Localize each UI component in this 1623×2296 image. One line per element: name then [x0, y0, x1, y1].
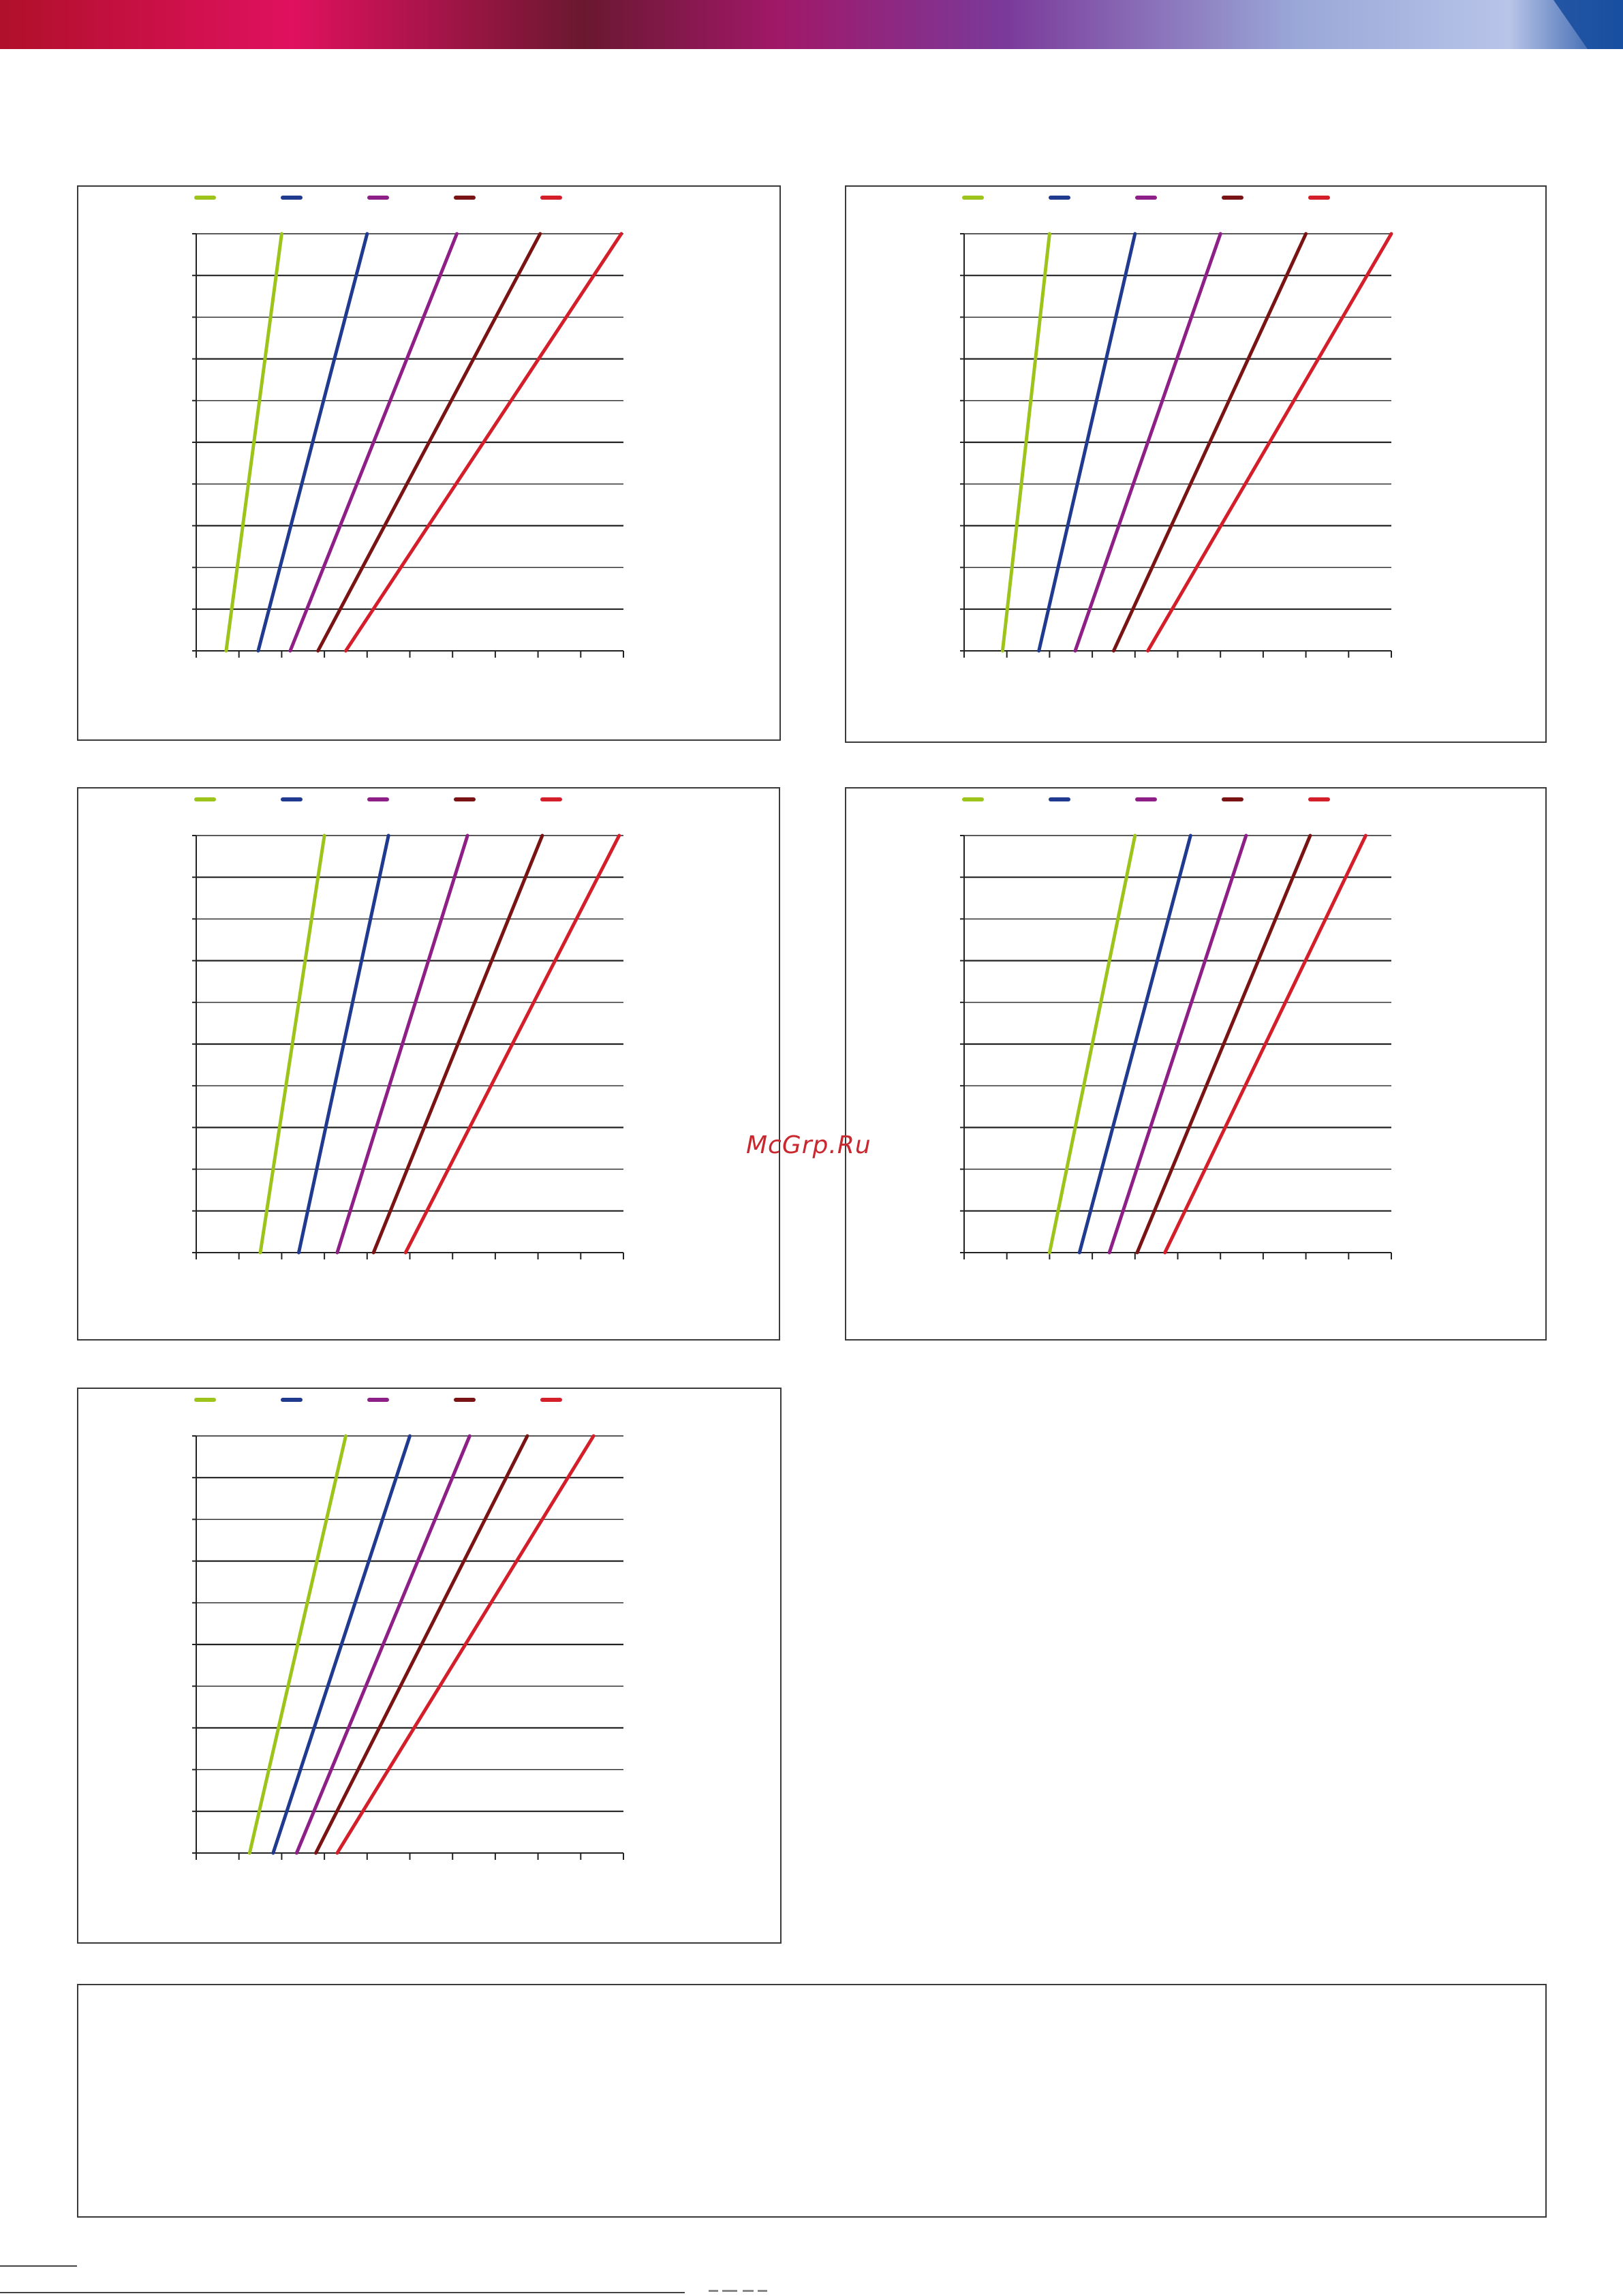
- line-chart-5: [192, 1398, 624, 1860]
- series-line: [1037, 232, 1137, 653]
- notes-box: [77, 1984, 1547, 2218]
- series-line: [403, 833, 621, 1255]
- chart-panel-5: [77, 1388, 782, 1944]
- series-line: [314, 1434, 529, 1855]
- series-line: [288, 232, 459, 653]
- chart-panel-1: [77, 185, 781, 741]
- series-line: [1146, 232, 1393, 653]
- series-line: [335, 833, 469, 1255]
- series-line: [296, 833, 390, 1255]
- series-line: [1163, 833, 1367, 1255]
- series-line: [247, 1434, 347, 1855]
- series-line: [271, 1434, 412, 1855]
- series-line: [1111, 232, 1308, 653]
- series-line: [1135, 833, 1312, 1255]
- series-line: [224, 232, 283, 653]
- series-line: [1073, 232, 1222, 653]
- series-line: [294, 1434, 472, 1855]
- series-line: [335, 1434, 596, 1855]
- series-line: [316, 232, 542, 653]
- chart-panel-3: [77, 787, 780, 1341]
- footer-mark: [709, 2290, 767, 2292]
- line-chart-3: [192, 797, 624, 1259]
- series-line: [1107, 833, 1248, 1255]
- line-chart-1: [192, 196, 624, 658]
- series-line: [1077, 833, 1192, 1255]
- header-banner: [0, 0, 1623, 49]
- series-line: [343, 232, 623, 653]
- chart-panel-2: [845, 185, 1547, 743]
- line-chart-2: [960, 196, 1393, 658]
- line-chart-4: [960, 797, 1392, 1259]
- series-line: [1000, 232, 1051, 653]
- watermark-text: McGrp.Ru: [746, 1131, 871, 1159]
- chart-panel-4: [845, 787, 1547, 1341]
- series-line: [1047, 833, 1137, 1255]
- footer-rule-long: [0, 2292, 685, 2293]
- footer-rule: [0, 2265, 77, 2267]
- series-line: [258, 833, 326, 1255]
- series-line: [256, 232, 369, 653]
- series-line: [371, 833, 544, 1255]
